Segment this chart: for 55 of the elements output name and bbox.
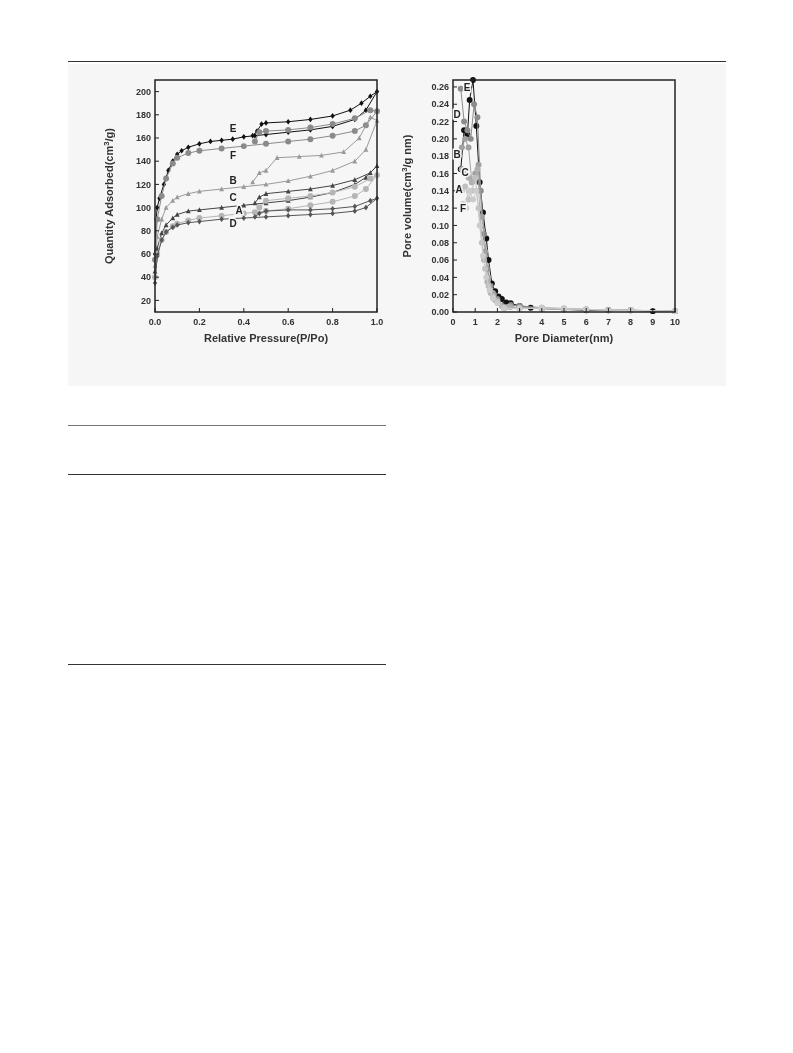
series-label: E (229, 122, 237, 134)
x-axis-title: Relative Pressure(P/Po) (203, 332, 329, 344)
y-tick-label: 40 (140, 272, 151, 283)
x-tick-label: 0.6 (281, 317, 295, 327)
y-tick-label: 180 (135, 109, 151, 120)
series-label: E (463, 81, 471, 93)
series-label: D (453, 108, 461, 120)
x-axis-title: Pore Diameter(nm) (514, 332, 614, 344)
x-tick-label: 8 (628, 317, 634, 327)
x-tick-label: 5 (561, 317, 567, 327)
y-tick-label: 0.18 (431, 151, 449, 162)
series-label: F (459, 202, 467, 214)
series-label: C (229, 191, 237, 203)
y-tick-label: 0.02 (431, 289, 449, 300)
series-label: A (455, 183, 463, 195)
series-label: F (229, 149, 237, 161)
x-tick-label: 4 (539, 317, 545, 327)
x-tick-label: 6 (583, 317, 589, 327)
x-tick-label: 10 (669, 317, 681, 327)
x-tick-label: 2 (494, 317, 500, 327)
y-tick-label: 0.04 (431, 272, 449, 283)
y-tick-label: 100 (135, 202, 151, 213)
x-tick-label: 0.8 (326, 317, 339, 327)
y-tick-label: 0.10 (431, 220, 449, 231)
x-tick-label: 1 (472, 317, 478, 327)
y-tick-label: 160 (135, 133, 151, 144)
y-tick-label: 140 (135, 156, 151, 167)
x-tick-label: 0.2 (193, 317, 206, 327)
y-tick-label: 120 (135, 179, 151, 190)
y-tick-label: 20 (140, 295, 151, 306)
series-label: C (461, 166, 469, 178)
y-tick-label: 0.22 (431, 116, 449, 127)
x-tick-label: 0.4 (237, 317, 251, 327)
series-label: B (229, 174, 237, 186)
x-tick-label: 0 (450, 317, 456, 327)
y-tick-label: 0.24 (431, 99, 449, 110)
x-tick-label: 1.0 (370, 317, 384, 327)
x-tick-label: 0.0 (148, 317, 162, 327)
y-tick-label: 0.12 (431, 203, 449, 214)
x-tick-label: 9 (650, 317, 656, 327)
y-tick-label: 0.20 (431, 134, 449, 145)
x-tick-label: 7 (605, 317, 611, 327)
y-tick-label: 0.26 (431, 82, 449, 93)
y-tick-label: 0.16 (431, 168, 449, 179)
y-tick-label: 0.14 (431, 185, 449, 196)
series-label: D (229, 217, 237, 229)
y-tick-label: 60 (140, 249, 151, 260)
series-label: B (453, 148, 461, 160)
y-tick-label: 80 (140, 225, 151, 236)
series-label: A (235, 204, 243, 216)
y-tick-label: 200 (135, 86, 151, 97)
y-tick-label: 0.06 (431, 255, 449, 266)
y-tick-label: 0.08 (431, 237, 449, 248)
x-tick-label: 3 (517, 317, 523, 327)
y-tick-label: 0.00 (431, 307, 449, 318)
